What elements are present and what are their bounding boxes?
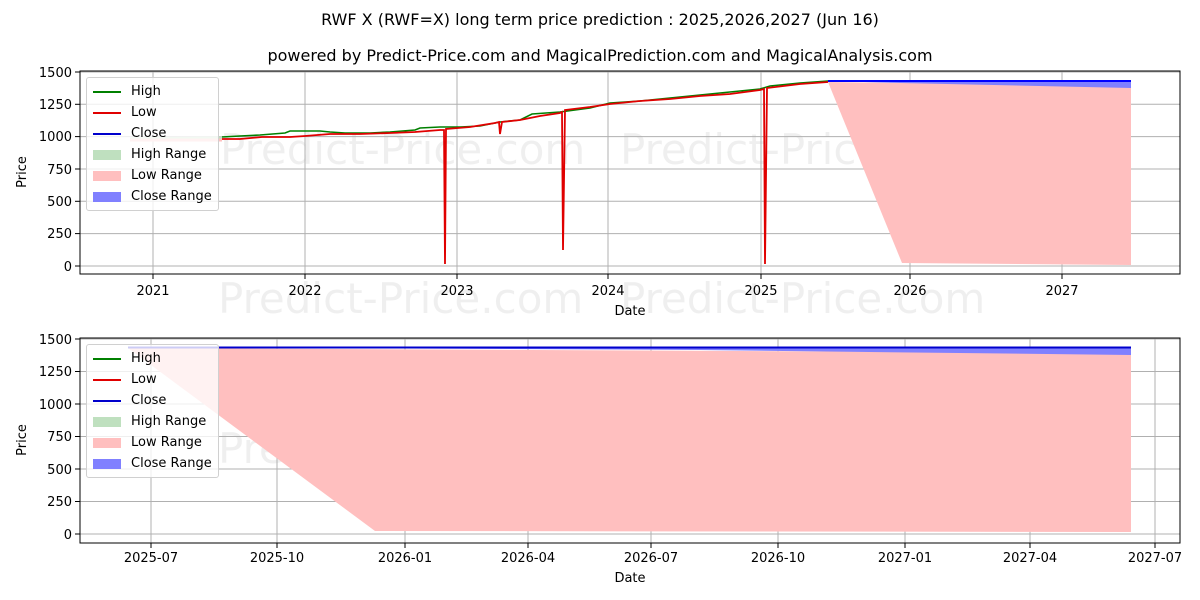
legend-swatch xyxy=(93,458,121,469)
svg-text:1000: 1000 xyxy=(39,130,72,145)
legend-item-low-range: Low Range xyxy=(93,432,212,453)
bottom-x-label: Date xyxy=(614,571,645,586)
legend-swatch xyxy=(93,90,121,93)
legend-item-high-range: High Range xyxy=(93,411,212,432)
bottom-y-label: Price xyxy=(15,424,30,456)
legend-swatch xyxy=(93,132,121,135)
bottom-legend: High Low Close High Range Low Range Clos… xyxy=(86,344,219,478)
svg-text:250: 250 xyxy=(47,227,72,242)
watermark: Predict-Price.com xyxy=(620,274,985,323)
watermark: Predict-Price.com xyxy=(218,274,583,323)
legend-swatch xyxy=(93,170,121,181)
svg-text:2023: 2023 xyxy=(440,284,473,299)
bottom-chart: Predict-Price.com Predict-Price.com xyxy=(80,338,1180,543)
top-x-axis: 2021 2022 2023 2024 2025 2026 2027 Date xyxy=(136,274,1079,319)
svg-text:0: 0 xyxy=(64,528,72,543)
svg-text:2027: 2027 xyxy=(1045,284,1078,299)
low-range-area xyxy=(828,82,1131,265)
legend-swatch xyxy=(93,378,121,381)
legend-swatch xyxy=(93,111,121,114)
svg-text:2027-04: 2027-04 xyxy=(1003,551,1057,566)
top-chart: Predict-Price.com Predict-Price.com Pred… xyxy=(80,71,1180,323)
svg-text:1250: 1250 xyxy=(39,365,72,380)
svg-text:1000: 1000 xyxy=(39,398,72,413)
svg-text:2024: 2024 xyxy=(591,284,624,299)
legend-swatch xyxy=(93,357,121,360)
legend-swatch xyxy=(93,191,121,202)
legend-item-low: Low xyxy=(93,369,212,390)
svg-text:2022: 2022 xyxy=(288,284,321,299)
legend-item-close: Close xyxy=(93,390,212,411)
svg-text:2027-01: 2027-01 xyxy=(878,551,932,566)
bottom-y-axis: 1500 1250 1000 750 500 250 0 Price xyxy=(15,333,80,543)
svg-text:250: 250 xyxy=(47,495,72,510)
legend-item-close-range: Close Range xyxy=(93,186,212,207)
close-range-area xyxy=(828,81,1131,88)
svg-text:1250: 1250 xyxy=(39,98,72,113)
svg-text:2026-10: 2026-10 xyxy=(751,551,805,566)
svg-text:500: 500 xyxy=(47,463,72,478)
legend-item-low-range: Low Range xyxy=(93,165,212,186)
svg-text:0: 0 xyxy=(64,260,72,275)
svg-text:2026-01: 2026-01 xyxy=(378,551,432,566)
low-range-area xyxy=(128,348,1131,532)
svg-text:1500: 1500 xyxy=(39,66,72,81)
chart-title: RWF X (RWF=X) long term price prediction… xyxy=(321,10,879,29)
legend-item-low: Low xyxy=(93,102,212,123)
svg-text:2025-10: 2025-10 xyxy=(250,551,304,566)
svg-text:500: 500 xyxy=(47,195,72,210)
svg-text:2026: 2026 xyxy=(893,284,926,299)
legend-item-close-range: Close Range xyxy=(93,453,212,474)
legend-swatch xyxy=(93,149,121,160)
svg-text:2025: 2025 xyxy=(744,284,777,299)
svg-text:2026-07: 2026-07 xyxy=(624,551,678,566)
svg-text:2026-04: 2026-04 xyxy=(501,551,555,566)
low-line xyxy=(222,81,829,265)
legend-swatch xyxy=(93,416,121,427)
svg-text:2027-07: 2027-07 xyxy=(1128,551,1182,566)
legend-item-high: High xyxy=(93,81,212,102)
bottom-x-axis: 2025-07 2025-10 2026-01 2026-04 2026-07 … xyxy=(124,543,1182,586)
close-range-area xyxy=(128,347,1131,355)
svg-text:2025-07: 2025-07 xyxy=(124,551,178,566)
top-y-label: Price xyxy=(15,156,30,188)
legend-item-high: High xyxy=(93,348,212,369)
legend-item-high-range: High Range xyxy=(93,144,212,165)
svg-text:750: 750 xyxy=(47,430,72,445)
svg-text:750: 750 xyxy=(47,163,72,178)
top-legend: High Low Close High Range Low Range Clos… xyxy=(86,77,219,211)
chart-subtitle: powered by Predict-Price.com and Magical… xyxy=(267,46,933,65)
svg-text:1500: 1500 xyxy=(39,333,72,348)
svg-text:2021: 2021 xyxy=(136,284,169,299)
legend-swatch xyxy=(93,437,121,448)
top-y-axis: 1500 1250 1000 750 500 250 0 Price xyxy=(15,66,80,275)
bottom-axes-frame xyxy=(79,337,1181,544)
top-x-label: Date xyxy=(614,304,645,319)
legend-swatch xyxy=(93,399,121,402)
top-axes-frame xyxy=(79,70,1181,275)
legend-item-close: Close xyxy=(93,123,212,144)
